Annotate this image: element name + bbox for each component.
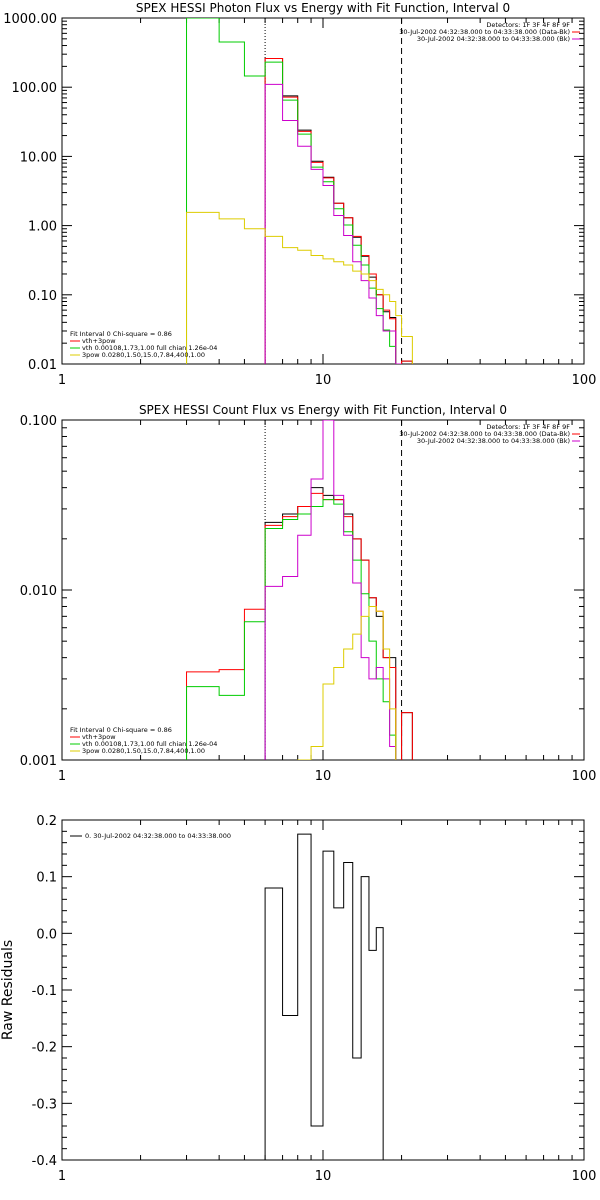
y-tick-label: 0.2 <box>36 814 57 829</box>
header-line: 30-Jul-2002 04:32:38.000 to 04:33:38.000… <box>399 28 570 36</box>
plot-area <box>186 420 413 760</box>
y-tick-label: -0.3 <box>32 1097 57 1112</box>
series-data-bk <box>264 57 413 364</box>
series-bk <box>264 83 402 364</box>
series-residuals <box>264 833 384 1160</box>
y-tick-label: 0.001 <box>20 754 57 769</box>
x-tick-label: 1 <box>58 373 66 388</box>
chart-panel-1: SPEX HESSI Photon Flux vs Energy with Fi… <box>3 1 596 388</box>
x-tick-label: 100 <box>572 373 597 388</box>
header-line: 30-Jul-2002 04:32:38.000 to 04:33:38.000… <box>417 35 570 43</box>
y-tick-label: -0.4 <box>32 1154 57 1169</box>
legend-entry: vth+3pow <box>82 733 116 741</box>
header-line: 30-Jul-2002 04:32:38.000 to 04:33:38.000… <box>399 430 570 438</box>
series-data-bk <box>264 487 413 760</box>
chart-panel-2: SPEX HESSI Count Flux vs Energy with Fit… <box>20 403 597 784</box>
x-tick-label: 1 <box>58 769 66 784</box>
chart-panel-3: 1 10 100 0.2 0.1 0.0 -0.1 -0.2 -0.3 -0.4 Raw Resid… <box>0 814 596 1184</box>
series-vth-3pow <box>186 492 413 760</box>
y-tick-label: 0.01 <box>28 358 57 373</box>
fit-text: Fit Interval 0 Chi-square = 0.86 <box>70 726 172 734</box>
chart-title: SPEX HESSI Count Flux vs Energy with Fit… <box>139 403 507 417</box>
legend-entry: 3pow 0.0280,1.50,15.0,7.84,400,1.00 <box>82 747 205 755</box>
series-3pow <box>264 605 413 760</box>
legend-entry: 3pow 0.0280,1.50,15.0,7.84,400,1.00 <box>82 351 205 359</box>
y-tick-label: 0.0 <box>36 927 57 942</box>
y-tick-label: 1000.00 <box>3 12 57 27</box>
x-tick-label: 10 <box>315 1169 332 1184</box>
y-tick-label: 10.00 <box>20 150 57 165</box>
y-tick-label: 0.100 <box>20 414 57 429</box>
legend-entry: vth 0.00108,1.73,1.00 full chian 1.26e-0… <box>82 740 217 748</box>
series-vth-3pow <box>264 57 413 364</box>
y-tick-label: 1.00 <box>28 220 57 235</box>
legend-entry: 0. 30-Jul-2002 04:32:38.000 to 04:33:38.… <box>85 832 231 840</box>
x-tick-label: 10 <box>315 373 332 388</box>
y-tick-label: -0.2 <box>32 1041 57 1056</box>
y-tick-label: 100.00 <box>12 81 58 96</box>
series-vth <box>186 18 402 364</box>
header-line: Detectors: 1F 3F 4F 8F 9F <box>486 21 570 29</box>
series-3pow <box>186 211 413 364</box>
y-tick-label: 0.10 <box>28 289 57 304</box>
series-vth <box>186 499 403 760</box>
legend-entry: vth+3pow <box>82 337 116 345</box>
y-tick-label: -0.1 <box>32 984 57 999</box>
y-tick-label: 0.010 <box>20 584 57 599</box>
x-tick-label: 1 <box>58 1169 66 1184</box>
y-tick-label: 0.1 <box>36 871 57 886</box>
header-line: 30-Jul-2002 04:32:38.000 to 04:33:38.000… <box>417 437 570 445</box>
chart-title: SPEX HESSI Photon Flux vs Energy with Fi… <box>136 1 510 15</box>
plot-frame <box>61 17 585 365</box>
legend-entry: vth 0.00108,1.73,1.00 full chian 1.26e-0… <box>82 344 217 352</box>
y-axis-label: Raw Residuals <box>0 940 16 1040</box>
plot-area <box>186 18 413 364</box>
header-line: Detectors: 1F 3F 4F 8F 9F <box>486 423 570 431</box>
fit-text: Fit Interval 0 Chi-square = 0.86 <box>70 330 172 338</box>
x-tick-label: 10 <box>315 769 332 784</box>
x-tick-label: 100 <box>572 1169 597 1184</box>
x-tick-label: 100 <box>572 769 597 784</box>
plot-area <box>264 833 384 1160</box>
series-bk <box>264 420 403 760</box>
